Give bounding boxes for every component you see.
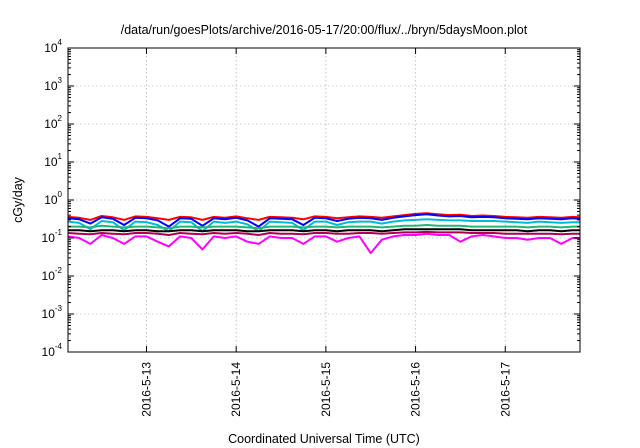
y-axis-ticks: 10-4 10-3 10-2 10-1 100 101 102 103 104 — [42, 38, 580, 359]
series-line-2 — [67, 213, 581, 228]
y-axis-label: cGy/day — [11, 176, 25, 223]
chart-title: /data/run/goesPlots/archive/2016-05-17/2… — [121, 23, 528, 37]
x-axis-label: Coordinated Universal Time (UTC) — [228, 432, 420, 446]
series-line-4 — [68, 224, 580, 230]
x-axis-ticks: 2016-5-13 2016-5-14 2016-5-15 2016-5-16 2016… — [139, 48, 512, 417]
series-line-5 — [68, 228, 580, 233]
y-tick-label: 102 — [44, 114, 62, 131]
y-tick-label: 10-3 — [42, 304, 63, 321]
x-tick-label: 2016-5-13 — [139, 362, 153, 417]
series-line-7 — [67, 232, 580, 255]
y-tick-label: 100 — [44, 190, 62, 207]
y-tick-label: 103 — [44, 76, 62, 93]
plot-series — [67, 212, 581, 255]
series-line-3 — [67, 218, 580, 233]
y-tick-label: 10-4 — [42, 342, 63, 359]
x-tick-label: 2016-5-15 — [319, 362, 333, 417]
y-tick-label: 10-2 — [42, 266, 63, 283]
x-tick-label: 2016-5-14 — [229, 362, 243, 417]
y-tick-label: 104 — [44, 38, 62, 55]
grid — [68, 48, 580, 352]
x-tick-label: 2016-5-16 — [409, 362, 423, 417]
series-line-1 — [67, 212, 581, 221]
y-tick-label: 101 — [44, 152, 62, 169]
x-tick-label: 2016-5-17 — [498, 362, 512, 417]
series-line-6 — [67, 230, 580, 236]
y-tick-label: 10-1 — [42, 228, 63, 245]
